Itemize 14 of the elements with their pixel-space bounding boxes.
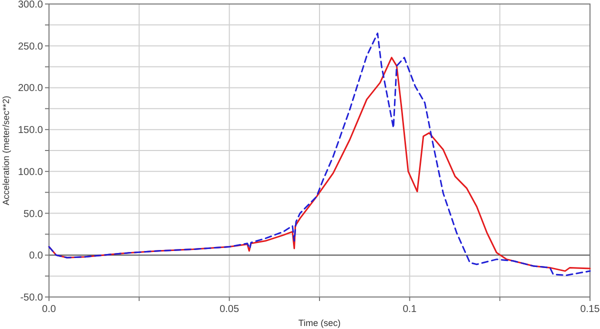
x-tick-label: 0.05 <box>220 304 240 315</box>
y-tick-label: 300.0 <box>18 0 44 10</box>
y-tick-label: -50.0 <box>20 292 44 304</box>
y-tick-label: 250.0 <box>18 41 44 52</box>
y-tick-label: 200.0 <box>18 83 44 94</box>
y-axis-title: Acceleration (meter/sec**2) <box>1 96 11 206</box>
y-tick-label: 150.0 <box>18 125 44 136</box>
y-tick-label: 0.0 <box>29 250 44 262</box>
x-tick-label: 0.0 <box>42 304 56 315</box>
y-tick-label: 100.0 <box>18 166 44 178</box>
x-tick-label: 0.15 <box>580 304 600 315</box>
x-tick-label: 0.1 <box>402 304 418 315</box>
y-tick-label: 50.0 <box>24 208 44 220</box>
x-axis-title: Time (sec) <box>298 318 341 328</box>
